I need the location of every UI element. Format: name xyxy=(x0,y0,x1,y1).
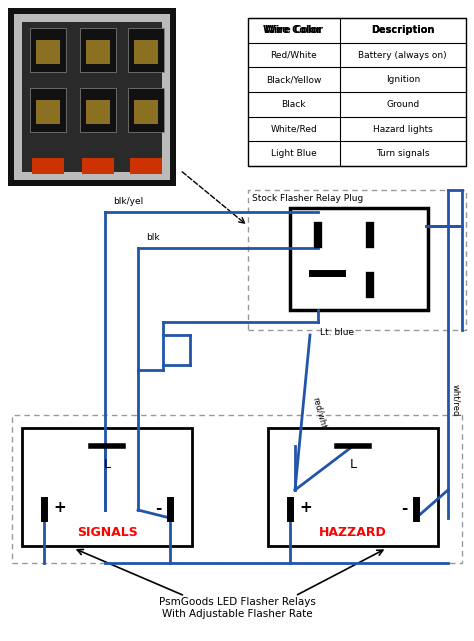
Bar xyxy=(290,208,428,310)
Bar xyxy=(22,428,192,546)
Text: -: - xyxy=(155,501,161,515)
Bar xyxy=(134,100,158,124)
Bar xyxy=(80,88,116,132)
Bar xyxy=(22,22,162,172)
Text: Turn signals: Turn signals xyxy=(376,149,429,158)
Text: Ground: Ground xyxy=(386,100,419,109)
Bar xyxy=(14,14,170,180)
Text: blk/yel: blk/yel xyxy=(113,197,143,206)
Text: Red/White: Red/White xyxy=(270,51,317,60)
Bar xyxy=(32,158,64,174)
Bar xyxy=(130,158,162,174)
Text: PsmGoods LED Flasher Relays
With Adjustable Flasher Rate: PsmGoods LED Flasher Relays With Adjusta… xyxy=(159,597,315,619)
Text: +: + xyxy=(300,501,312,515)
Text: Battery (always on): Battery (always on) xyxy=(358,51,447,60)
Bar xyxy=(8,8,176,186)
Text: Description: Description xyxy=(371,26,435,35)
Bar xyxy=(36,100,60,124)
Text: Lt. blue: Lt. blue xyxy=(320,328,354,337)
Bar xyxy=(80,28,116,72)
Text: blk: blk xyxy=(146,233,160,242)
Text: -: - xyxy=(401,501,407,515)
Bar xyxy=(248,190,466,330)
Text: Wire Color: Wire Color xyxy=(263,26,321,35)
Bar xyxy=(128,88,164,132)
Text: HAZZARD: HAZZARD xyxy=(319,526,387,538)
Text: Wire Color: Wire Color xyxy=(265,26,323,35)
Text: +: + xyxy=(54,501,66,515)
Bar xyxy=(268,428,438,546)
Bar xyxy=(12,415,462,563)
Bar xyxy=(36,40,60,64)
Bar xyxy=(86,100,110,124)
Bar xyxy=(30,88,66,132)
Bar xyxy=(134,40,158,64)
Text: Light Blue: Light Blue xyxy=(271,149,317,158)
Text: Hazard lights: Hazard lights xyxy=(373,124,433,133)
Text: red/wht: red/wht xyxy=(310,395,328,429)
Text: L: L xyxy=(103,458,110,470)
Text: White/Red: White/Red xyxy=(270,124,317,133)
Text: Ignition: Ignition xyxy=(386,75,420,84)
Text: Description: Description xyxy=(371,26,435,35)
Text: L: L xyxy=(349,458,356,470)
Bar xyxy=(82,158,114,174)
Bar xyxy=(128,28,164,72)
Bar xyxy=(248,18,466,166)
Bar xyxy=(30,28,66,72)
Text: Black: Black xyxy=(282,100,306,109)
Text: wht/red: wht/red xyxy=(451,384,460,416)
Text: Stock Flasher Relay Plug: Stock Flasher Relay Plug xyxy=(252,194,363,203)
Text: SIGNALS: SIGNALS xyxy=(77,526,137,538)
Bar xyxy=(86,40,110,64)
Text: Black/Yellow: Black/Yellow xyxy=(266,75,321,84)
